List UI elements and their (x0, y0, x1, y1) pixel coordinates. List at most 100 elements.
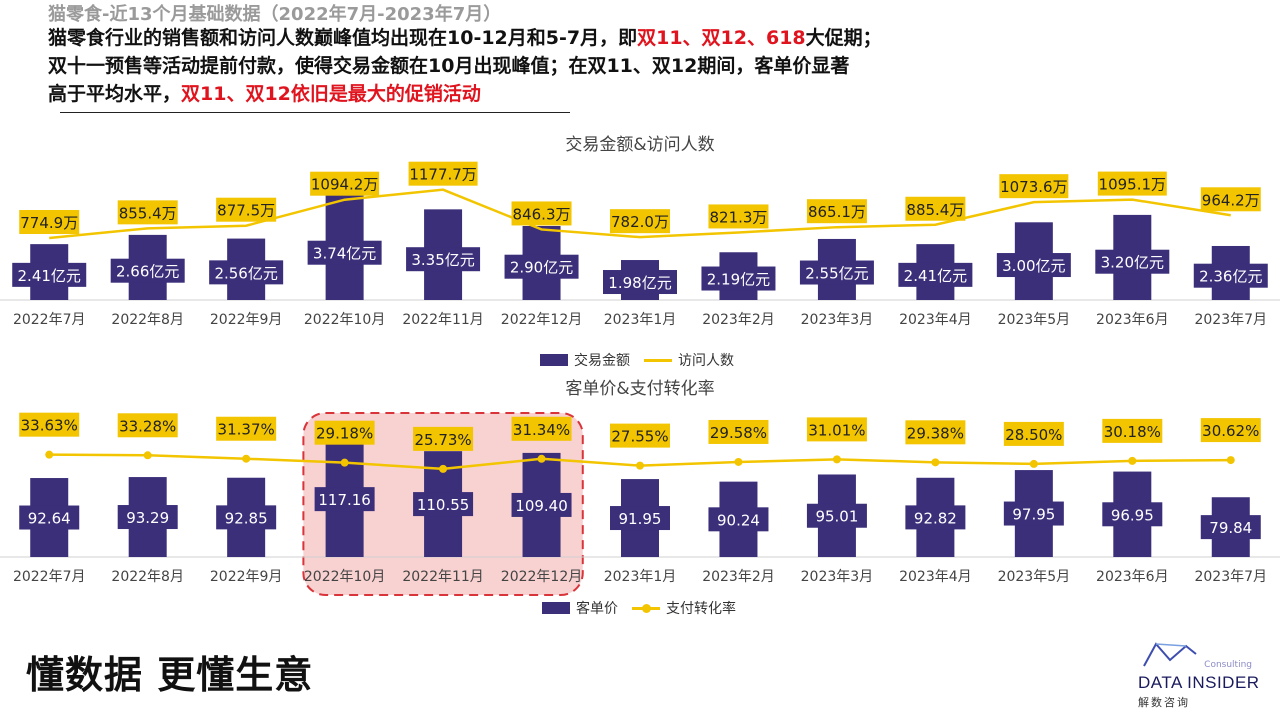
line-data-label: 877.5万 (217, 202, 275, 220)
line-data-label: 1095.1万 (1099, 176, 1167, 194)
line-label-box (1200, 187, 1261, 212)
line-point (537, 454, 546, 463)
line-label-box (708, 419, 769, 444)
line-data-label: 31.34% (513, 421, 570, 439)
x-tick-label: 2023年3月 (801, 569, 874, 585)
legend-line-swatch (632, 603, 660, 613)
x-tick-label: 2023年6月 (1096, 569, 1169, 585)
slogan: 懂数据 更懂生意 (26, 653, 314, 697)
line-data-label: 774.9万 (20, 214, 78, 232)
line-label-box (511, 201, 572, 226)
line-data-label: 885.4万 (906, 201, 964, 219)
bar-data-label: 110.55 (417, 496, 470, 514)
legend-bar-label: 交易金额 (574, 353, 630, 369)
line-data-label: 782.0万 (611, 213, 669, 231)
x-tick-label: 2023年1月 (604, 312, 677, 328)
x-tick-label: 2023年3月 (801, 312, 874, 328)
bar-label-box (1200, 515, 1261, 540)
x-tick-label: 2022年11月 (402, 569, 483, 585)
bar-data-label: 117.16 (318, 491, 371, 509)
line-label-box (19, 210, 80, 235)
x-tick-label: 2023年7月 (1194, 569, 1267, 585)
bar-label-box (603, 270, 677, 295)
line-data-label: 855.4万 (119, 204, 177, 222)
line-data-label: 846.3万 (513, 205, 571, 223)
line-label-box (999, 174, 1069, 199)
line-point (832, 455, 841, 464)
bar-label-box (799, 260, 874, 285)
line-label-box (1003, 421, 1064, 446)
x-tick-label: 2022年11月 (402, 312, 483, 328)
line-data-label: 865.1万 (808, 203, 866, 221)
line-data-label: 30.18% (1104, 423, 1161, 441)
x-tick-label: 2023年4月 (899, 312, 972, 328)
headline-underline (60, 112, 570, 113)
bar-label-box (406, 247, 481, 272)
bar-data-label: 3.20亿元 (1101, 254, 1164, 272)
data-insider-logo: Consulting DATA INSIDER 解数咨询 (1138, 640, 1262, 710)
line-data-label: 29.18% (316, 425, 373, 443)
x-tick-label: 2023年4月 (899, 569, 972, 585)
line-label-box (314, 420, 375, 445)
bar-label-box (19, 505, 80, 530)
logo-chinese: 解数咨询 (1138, 696, 1190, 709)
line-data-label: 33.63% (21, 417, 78, 435)
line-data-label: 821.3万 (709, 208, 767, 226)
line-label-box (408, 161, 478, 186)
line-label-box (708, 204, 769, 229)
line-label-box (806, 199, 867, 224)
bar-label-box (1095, 249, 1170, 274)
x-tick-label: 2022年7月 (13, 569, 86, 585)
line-label-box (806, 417, 867, 442)
line-data-label: 1094.2万 (311, 176, 379, 194)
logo-consulting: Consulting (1204, 660, 1252, 670)
bar-data-label: 90.24 (717, 511, 760, 529)
x-tick-label: 2022年9月 (210, 569, 283, 585)
bar-label-box (511, 492, 572, 517)
bar-data-label: 96.95 (1111, 506, 1154, 524)
line-label-box (413, 426, 474, 451)
line-label-box (905, 420, 966, 445)
bar-label-box (413, 492, 474, 517)
bar-label-box (898, 262, 973, 287)
bar-data-label: 3.74亿元 (313, 245, 376, 263)
bar-data-label: 3.35亿元 (411, 251, 474, 269)
headline-line-1: 猫零食行业的销售额和访问人数巅峰值均出现在10-12月和5-7月，即双11、双1… (48, 27, 882, 49)
bar-data-label: 92.85 (225, 509, 268, 527)
bar-label-box (504, 254, 579, 279)
bar-data-label: 2.55亿元 (805, 265, 868, 283)
legend-line-label: 支付转化率 (666, 601, 736, 617)
bar-data-label: 79.84 (1209, 519, 1252, 537)
bar-label-box (1003, 501, 1064, 526)
line-label-box (610, 423, 670, 448)
bar-data-label: 93.29 (126, 509, 169, 527)
bar-data-label: 92.64 (28, 510, 71, 528)
line-label-box (310, 171, 380, 196)
bar-label-box (12, 262, 87, 287)
x-tick-label: 2022年10月 (304, 569, 385, 585)
bar-data-label: 109.40 (515, 497, 568, 515)
bar-label-box (110, 258, 185, 283)
logo-brand: DATA INSIDER (1138, 673, 1260, 692)
legend-bar-label: 客单价 (576, 601, 618, 617)
x-tick-label: 2023年6月 (1096, 312, 1169, 328)
bar-label-box (708, 507, 769, 532)
chart-sales-visitors: 2.41亿元 2.66亿元 2.56亿元 3.74亿元 3.35亿元 2.90亿元 1.98… (0, 161, 1280, 328)
bar-label-box (307, 240, 382, 265)
line-label-box (1200, 418, 1261, 443)
legend-line-label: 访问人数 (678, 353, 734, 369)
line-point (340, 458, 349, 467)
line-point (1128, 456, 1137, 465)
line-label-box (1097, 171, 1167, 196)
page-subtitle: 猫零食-近13个月基础数据（2022年7月-2023年7月） (48, 4, 502, 25)
line-data-label: 27.55% (611, 428, 668, 446)
bar-data-label: 95.01 (815, 508, 858, 526)
line-label-box (610, 209, 670, 234)
bar-data-label: 2.41亿元 (904, 267, 967, 285)
chart2-title: 客单价&支付转化率 (565, 379, 715, 399)
x-tick-label: 2022年10月 (304, 312, 385, 328)
chart1-title: 交易金额&访问人数 (565, 135, 715, 155)
bar-data-label: 3.00亿元 (1002, 257, 1065, 275)
x-tick-label: 2022年8月 (111, 569, 184, 585)
bar-label-box (314, 487, 375, 512)
